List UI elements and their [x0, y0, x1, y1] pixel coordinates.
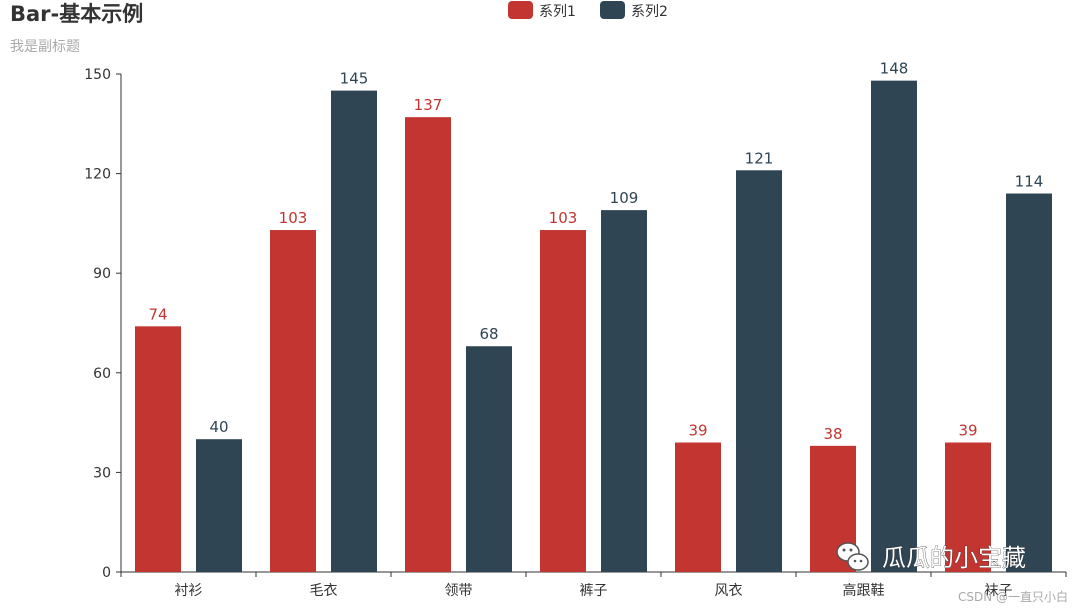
bar[interactable]	[945, 442, 991, 572]
y-axis: 0 30 60 90 120 150	[84, 67, 122, 581]
x-tick-label: 领带	[445, 583, 473, 599]
bar[interactable]	[871, 80, 917, 572]
data-labels: 74 40 103 145 137 68 103 109 39 121 38 148 39 114	[148, 60, 1043, 443]
x-tick-label: 高跟鞋	[843, 582, 885, 599]
bar-value-label: 148	[880, 60, 909, 78]
credit-text: CSDN @一直只小白	[958, 589, 1068, 604]
bar[interactable]	[196, 439, 242, 572]
bar-value-label: 74	[148, 305, 167, 323]
bar[interactable]	[135, 326, 181, 572]
x-tick-label: 袜子	[985, 583, 1013, 599]
legend-swatch	[600, 1, 625, 19]
bar-value-label: 40	[209, 418, 228, 436]
x-tick-label: 裤子	[580, 583, 608, 599]
y-tick-label: 60	[93, 366, 111, 382]
y-tick-label: 120	[84, 167, 111, 183]
x-tick-label: 毛衣	[310, 583, 338, 599]
bar-value-label: 103	[279, 209, 308, 227]
legend-swatch	[508, 1, 533, 19]
bar-value-label: 103	[549, 209, 578, 227]
legend-label: 系列2	[631, 4, 668, 20]
watermark-text: 瓜瓜的小宝藏	[882, 544, 1026, 572]
chart-subtitle: 我是副标题	[10, 39, 80, 55]
y-tick-label: 30	[93, 465, 111, 481]
wechat-icon	[836, 542, 869, 571]
bar[interactable]	[331, 90, 377, 572]
bar-value-label: 145	[340, 70, 369, 88]
x-axis: 衬衫 毛衣 领带 裤子 风衣 高跟鞋 袜子	[120, 571, 1067, 599]
watermark: 瓜瓜的小宝藏	[836, 542, 1026, 572]
y-tick-label: 0	[102, 565, 111, 581]
y-tick-label: 90	[93, 266, 111, 282]
bars	[135, 80, 1052, 573]
x-tick-label: 衬衫	[175, 583, 203, 599]
legend-item[interactable]: 系列2	[600, 1, 668, 20]
legend-item[interactable]: 系列1	[508, 1, 576, 20]
bar-value-label: 137	[414, 96, 443, 114]
x-tick-label: 风衣	[715, 583, 743, 599]
chart-title: Bar-基本示例	[10, 2, 143, 26]
bar[interactable]	[270, 230, 316, 573]
bar-value-label: 114	[1015, 173, 1044, 191]
bar-value-label: 109	[610, 189, 639, 207]
bar-value-label: 121	[745, 149, 774, 167]
bar[interactable]	[601, 210, 647, 572]
bar-value-label: 39	[688, 422, 707, 440]
legend-label: 系列1	[539, 4, 576, 20]
bar[interactable]	[1006, 193, 1052, 572]
bar-value-label: 38	[823, 425, 842, 443]
bar[interactable]	[466, 346, 512, 572]
bar[interactable]	[540, 230, 586, 573]
y-tick-label: 150	[84, 67, 111, 83]
bar[interactable]	[405, 117, 451, 572]
bar-value-label: 39	[958, 422, 977, 440]
legend[interactable]: 系列1 系列2	[508, 1, 668, 20]
bar[interactable]	[675, 442, 721, 572]
bar-value-label: 68	[479, 325, 498, 343]
bar[interactable]	[736, 170, 782, 572]
